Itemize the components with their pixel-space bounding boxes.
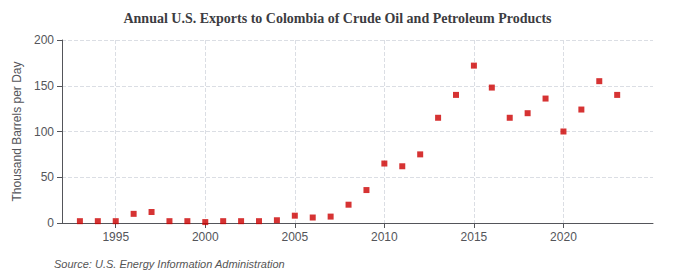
svg-text:1995: 1995 xyxy=(102,230,129,244)
svg-text:2015: 2015 xyxy=(461,230,488,244)
svg-text:150: 150 xyxy=(34,79,54,93)
svg-text:2020: 2020 xyxy=(550,230,577,244)
svg-text:2010: 2010 xyxy=(371,230,398,244)
svg-text:100: 100 xyxy=(34,125,54,139)
svg-text:Source: U.S. Energy Informatio: Source: U.S. Energy Information Administ… xyxy=(54,258,285,270)
svg-text:2000: 2000 xyxy=(192,230,219,244)
svg-text:Thousand Barrels per Day: Thousand Barrels per Day xyxy=(10,61,24,201)
svg-text:200: 200 xyxy=(34,33,54,47)
svg-text:50: 50 xyxy=(41,170,55,184)
svg-text:0: 0 xyxy=(47,216,54,230)
svg-text:2005: 2005 xyxy=(281,230,308,244)
svg-text:Annual U.S. Exports to Colombi: Annual U.S. Exports to Colombia of Crude… xyxy=(123,11,552,26)
